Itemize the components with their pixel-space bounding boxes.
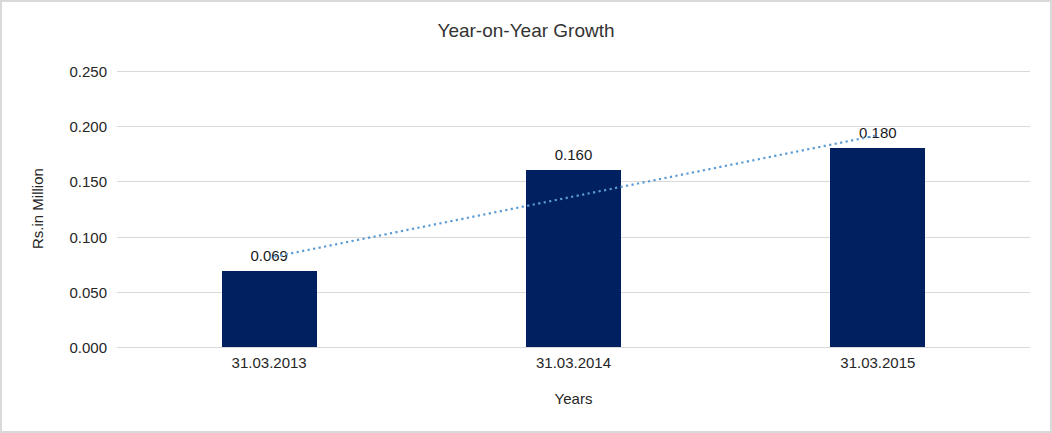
y-tick-label: 0.250 xyxy=(2,63,107,80)
y-tick-label: 0.100 xyxy=(2,228,107,245)
y-axis-ticks: 0.2500.2000.1500.1000.0500.000 xyxy=(2,71,107,347)
y-tick-label: 0.050 xyxy=(2,283,107,300)
plot-area: 0.0690.1600.180 xyxy=(117,71,1030,347)
gridline xyxy=(117,347,1030,348)
chart-title: Year-on-Year Growth xyxy=(2,20,1050,42)
y-tick-label: 0.200 xyxy=(2,118,107,135)
y-tick-label: 0.150 xyxy=(2,173,107,190)
x-axis-title: Years xyxy=(117,390,1030,407)
x-tick-label: 31.03.2013 xyxy=(232,354,307,371)
y-tick-label: 0.000 xyxy=(2,339,107,356)
x-axis-labels: 31.03.2013 31.03.2014 31.03.2015 xyxy=(117,354,1030,374)
x-tick-label: 31.03.2014 xyxy=(536,354,611,371)
trendline xyxy=(269,135,878,258)
x-tick-label: 31.03.2015 xyxy=(840,354,915,371)
trendline-layer xyxy=(117,71,1030,347)
chart: Year-on-Year Growth Rs.in Million 0.2500… xyxy=(0,0,1052,433)
